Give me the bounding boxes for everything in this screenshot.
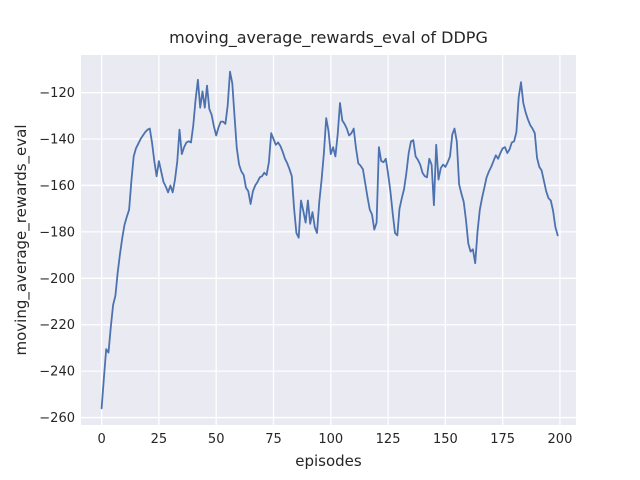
data-line-group: [100, 70, 559, 410]
chart-title: moving_average_rewards_eval of DDPG: [169, 28, 488, 48]
x-tick-label: 175: [490, 432, 515, 447]
plot-area: [81, 55, 576, 425]
y-tick-label: −240: [39, 365, 75, 380]
y-axis-label: moving_average_rewards_eval: [12, 125, 31, 356]
gridlines: [81, 55, 576, 425]
x-tick-label: 75: [265, 432, 282, 447]
x-tick-label: 150: [433, 432, 458, 447]
x-tick-labels: 0 25 50 75 100 125 150 175 200: [97, 432, 572, 447]
y-tick-label: −120: [39, 86, 75, 101]
x-axis-label: episodes: [295, 452, 362, 470]
y-tick-label: −220: [39, 318, 75, 333]
x-tick-label: 125: [376, 432, 401, 447]
x-tick-label: 100: [318, 432, 343, 447]
y-tick-label: −200: [39, 272, 75, 287]
x-tick-label: 25: [151, 432, 168, 447]
y-tick-label: −180: [39, 225, 75, 240]
y-tick-labels: −120 −140 −160 −180 −200 −220 −240 −260: [39, 86, 75, 426]
y-tick-label: −160: [39, 179, 75, 194]
x-tick-label: 200: [548, 432, 573, 447]
y-tick-label: −140: [39, 133, 75, 148]
y-tick-label: −260: [39, 411, 75, 426]
x-tick-label: 0: [97, 432, 105, 447]
series-line-moving_average_rewards_eval: [100, 70, 559, 410]
x-tick-label: 50: [208, 432, 225, 447]
